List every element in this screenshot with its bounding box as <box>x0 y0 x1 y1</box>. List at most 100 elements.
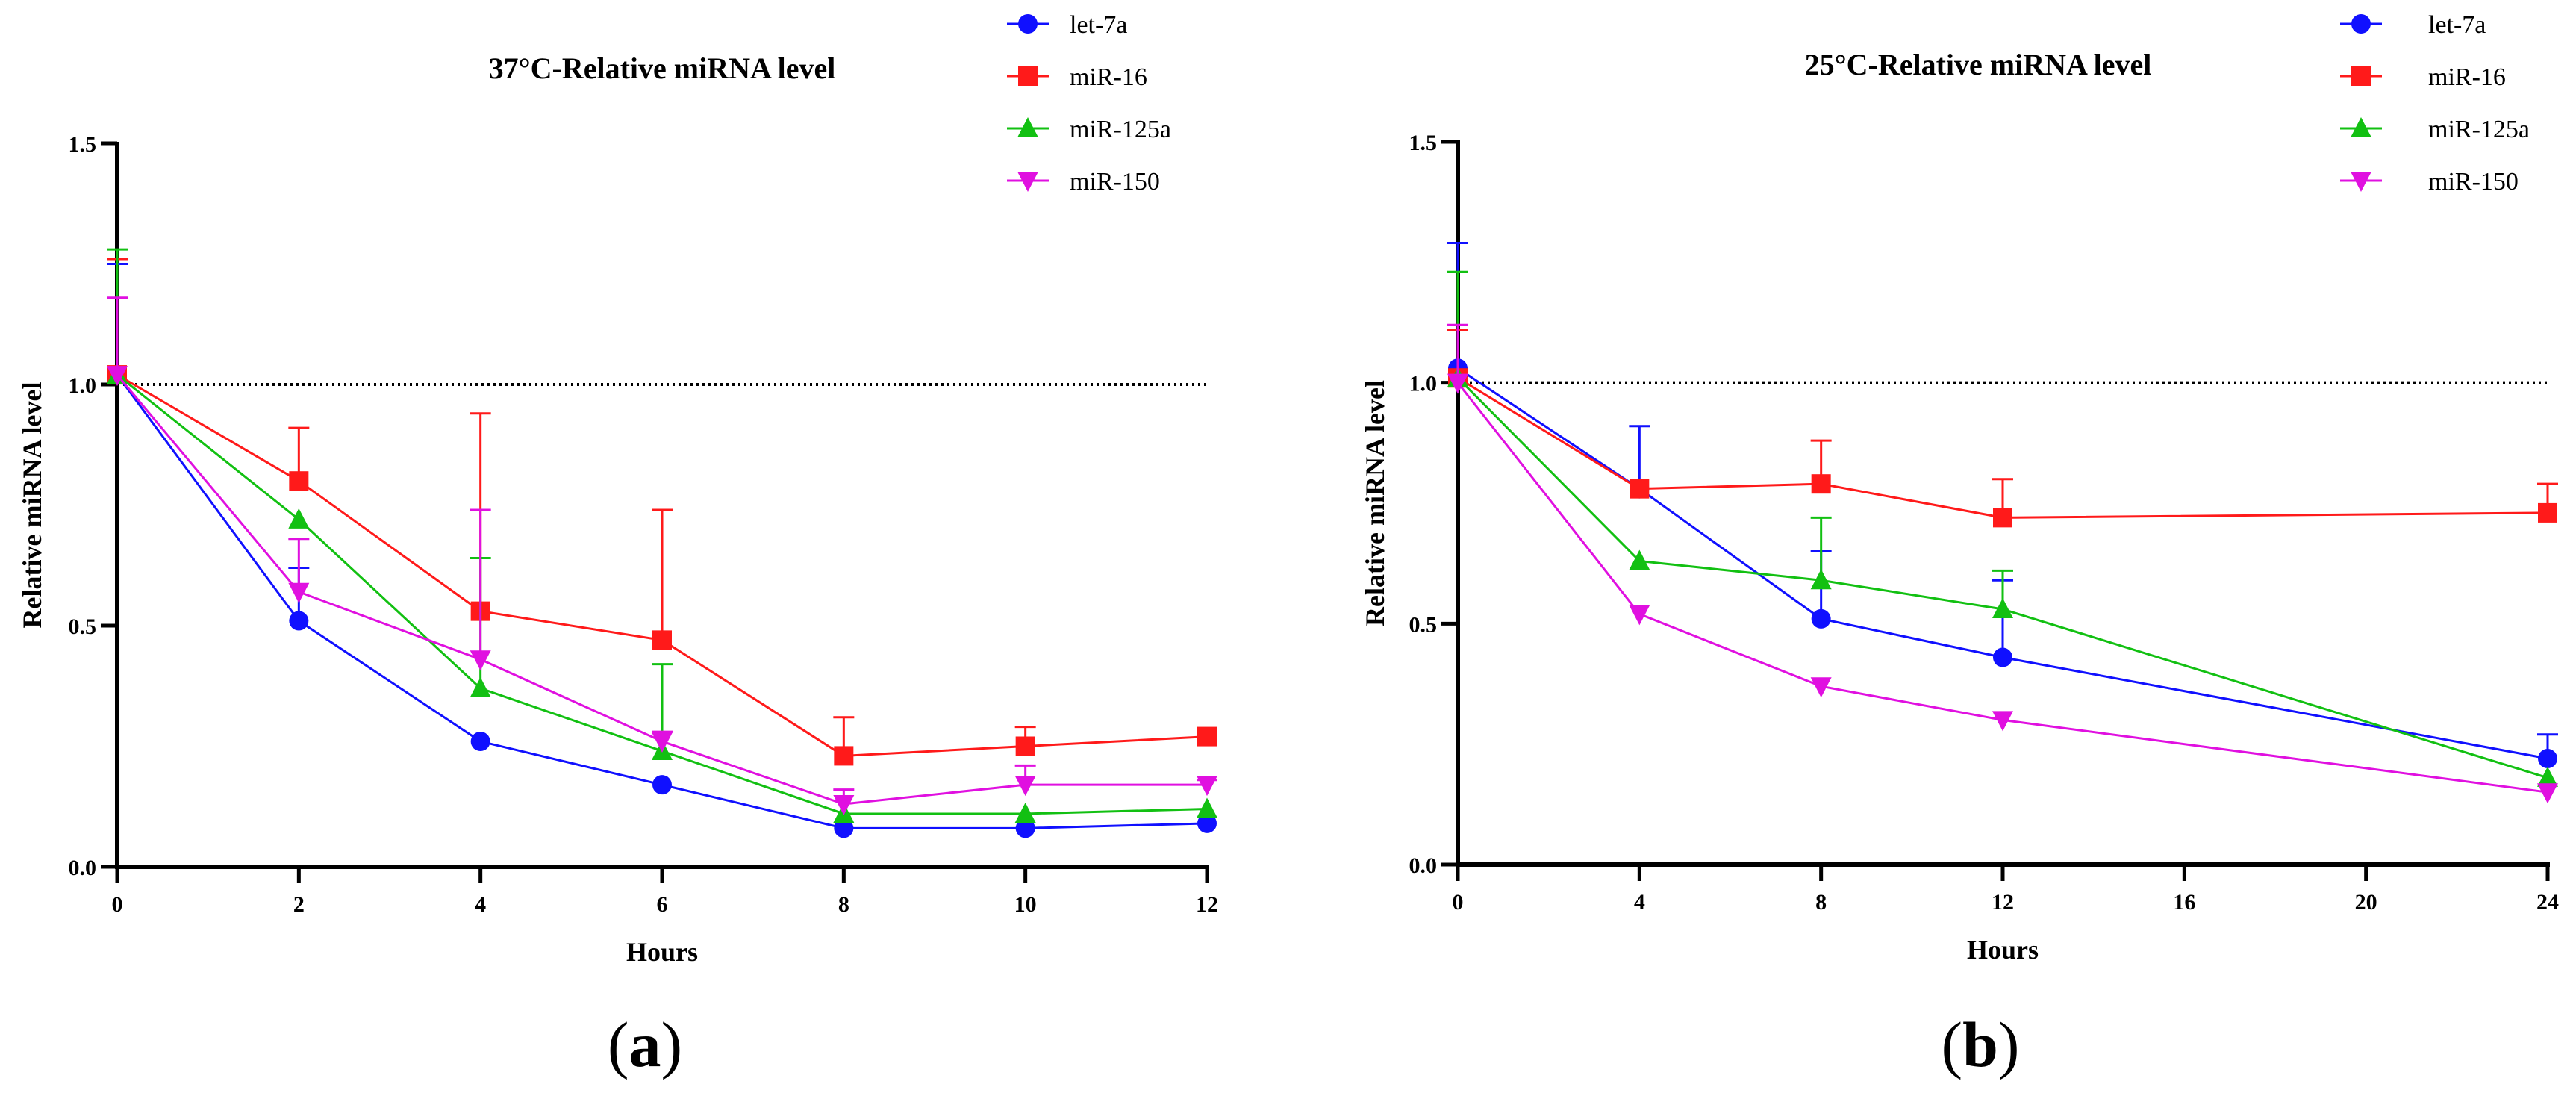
data-point <box>1197 813 1217 833</box>
panel-label-a-open: ( <box>608 1009 629 1080</box>
legend-marker <box>1017 117 1038 137</box>
data-point <box>2537 783 2558 804</box>
data-point <box>1630 479 1650 499</box>
panel-label-b-open: ( <box>1941 1009 1962 1080</box>
data-point <box>470 732 490 752</box>
data-point <box>1447 373 1468 394</box>
data-point <box>834 818 854 838</box>
legend-marker <box>1018 14 1038 34</box>
y-tick-label: 0.5 <box>69 614 97 639</box>
x-tick-label: 10 <box>1014 892 1037 917</box>
x-tick-label: 12 <box>1992 890 2014 915</box>
data-point <box>1992 597 2013 618</box>
data-point <box>470 676 491 697</box>
data-point <box>1015 736 1035 756</box>
data-point <box>834 746 854 766</box>
x-tick-label: 8 <box>1815 890 1827 915</box>
y-axis-title: Relative miRNA level <box>1360 380 1390 626</box>
x-tick-label: 4 <box>1634 890 1645 915</box>
x-tick-label: 2 <box>293 892 305 917</box>
legend: let-7a miR-16 miR-125a miR-150 <box>2340 11 2530 196</box>
y-tick-label: 0.0 <box>1409 853 1438 878</box>
data-point <box>652 630 672 650</box>
legend-marker <box>1018 66 1038 86</box>
data-point <box>1629 549 1650 570</box>
legend-label: miR-150 <box>1070 168 1160 196</box>
y-axis-title: Relative miRNA level <box>17 382 47 629</box>
panel-label-a-letter: a <box>629 1009 661 1080</box>
data-point <box>1197 776 1217 797</box>
y-tick-label: 1.0 <box>69 373 97 398</box>
x-axis-title: Hours <box>1967 935 2039 965</box>
x-tick-label: 16 <box>2173 890 2195 915</box>
data-point <box>652 732 673 753</box>
data-point <box>1992 711 2013 732</box>
data-point <box>289 471 309 491</box>
data-point <box>1197 797 1217 818</box>
data-point <box>1993 647 2012 667</box>
data-point <box>289 611 309 631</box>
legend-label: miR-125a <box>1070 116 1171 143</box>
series-line <box>1457 367 2548 760</box>
data-point <box>833 795 855 816</box>
data-point <box>1810 677 1832 698</box>
chart-panel-37c: 37°C-Relative miRNA level 0.0 0.5 1.0 1.5 0 2 4… <box>17 11 1218 967</box>
data-point <box>652 775 672 795</box>
legend-marker <box>1017 172 1038 192</box>
data-point <box>1014 776 1036 797</box>
panel-label-a-close: ) <box>661 1009 683 1080</box>
series-miR-150 <box>107 296 1217 816</box>
legend-marker <box>2351 14 2371 34</box>
chart-title: 37°C-Relative miRNA level <box>489 52 836 85</box>
data-point <box>107 366 128 387</box>
y-tick-label: 0.5 <box>1409 612 1438 637</box>
series-miR-16 <box>1447 329 2558 528</box>
legend-label: miR-150 <box>2428 168 2519 196</box>
x-tick-label: 20 <box>2355 890 2377 915</box>
data-point <box>1810 569 1832 590</box>
panel-label-b-close: ) <box>1998 1009 2020 1080</box>
x-tick-label: 4 <box>475 892 486 917</box>
x-tick-label: 6 <box>657 892 668 917</box>
x-tick-label: 24 <box>2536 890 2559 915</box>
chart-panel-25c: 25°C-Relative miRNA level 0.0 0.5 1.0 1.5 0 4 8… <box>1360 11 2559 965</box>
legend-label: miR-125a <box>2428 116 2530 143</box>
data-point <box>288 508 310 529</box>
data-point <box>2537 766 2558 787</box>
data-point <box>1811 608 1831 629</box>
legend-label: miR-16 <box>2428 63 2506 91</box>
data-point <box>1811 474 1831 494</box>
y-tick-label: 0.0 <box>69 856 97 880</box>
legend-label: let-7a <box>1070 11 1127 39</box>
legend: let-7a miR-16 miR-125a miR-150 <box>1007 11 1171 196</box>
data-point <box>1014 802 1036 823</box>
data-point <box>2538 749 2557 769</box>
x-axis-title: Hours <box>626 937 698 967</box>
legend-marker <box>2351 66 2371 86</box>
data-point <box>2538 502 2557 523</box>
data-point <box>470 650 491 671</box>
data-point <box>1993 508 2012 528</box>
x-tick-label: 0 <box>112 892 123 917</box>
data-point <box>288 582 310 603</box>
panel-label-a: (a) <box>608 1009 682 1080</box>
x-tick-label: 8 <box>838 892 849 917</box>
y-tick-label: 1.5 <box>1409 131 1438 155</box>
series-miR-125a <box>1447 270 2558 787</box>
data-point <box>1015 818 1035 838</box>
panel-label-b-letter: b <box>1962 1009 1998 1080</box>
data-point <box>1629 605 1650 626</box>
legend-marker <box>2351 117 2371 137</box>
panel-label-b: (b) <box>1941 1009 2019 1080</box>
y-tick-label: 1.0 <box>1409 372 1438 396</box>
y-tick-label: 1.5 <box>69 132 97 157</box>
data-point <box>1197 726 1217 747</box>
legend-label: let-7a <box>2428 11 2486 39</box>
x-tick-label: 12 <box>1196 892 1218 917</box>
x-tick-label: 0 <box>1453 890 1464 915</box>
series-miR-150 <box>1447 323 2558 804</box>
legend-label: miR-16 <box>1070 63 1147 91</box>
chart-title: 25°C-Relative miRNA level <box>1805 48 2152 81</box>
legend-marker <box>2351 172 2371 192</box>
